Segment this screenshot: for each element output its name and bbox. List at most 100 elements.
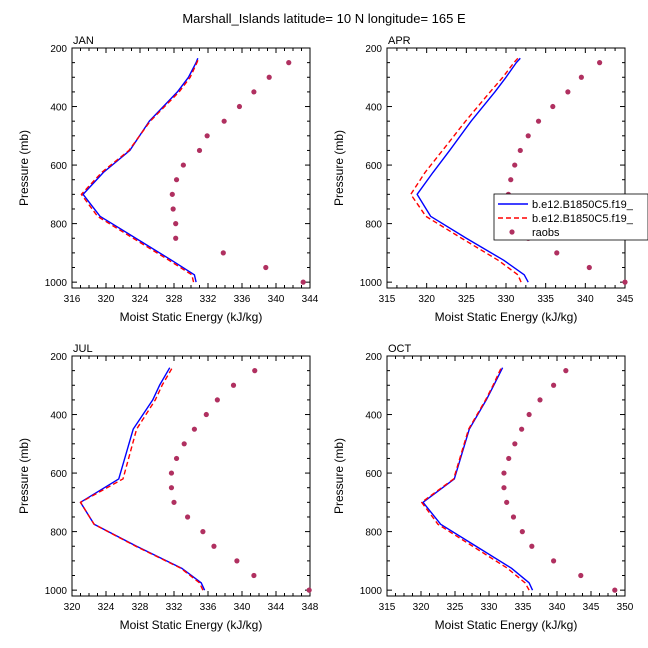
y-tick-label: 1000 xyxy=(45,278,68,289)
y-tick-label: 400 xyxy=(365,103,382,114)
x-tick-label: 320 xyxy=(98,294,115,305)
raobs-point xyxy=(200,529,206,535)
x-axis-title: Moist Static Energy (kJ/kg) xyxy=(435,310,578,324)
raobs-point xyxy=(501,470,507,476)
raobs-point xyxy=(512,162,518,168)
raobs-point xyxy=(504,499,510,505)
raobs-point xyxy=(508,177,514,183)
raobs-point xyxy=(525,133,531,139)
legend-label: b.e12.B1850C5.f19_ xyxy=(532,213,634,225)
raobs-point xyxy=(506,455,512,462)
x-tick-label: 332 xyxy=(200,294,217,305)
raobs-point xyxy=(236,103,243,110)
legend-label: b.e12.B1850C5.f19_ xyxy=(532,199,634,211)
y-tick-label: 800 xyxy=(50,528,67,539)
raobs-point xyxy=(266,74,272,80)
plot-frame xyxy=(386,355,626,597)
x-tick-label: 328 xyxy=(132,602,149,613)
raobs-point xyxy=(252,368,258,374)
raobs-point xyxy=(203,411,209,418)
y-tick-label: 400 xyxy=(365,411,382,422)
x-tick-label: 320 xyxy=(64,602,81,613)
y-axis-title: Pressure (mb) xyxy=(332,438,346,514)
x-tick-label: 324 xyxy=(98,602,115,613)
raobs-point xyxy=(196,147,203,154)
raobs-point xyxy=(171,499,177,505)
x-tick-label: 336 xyxy=(200,602,217,613)
y-tick-label: 200 xyxy=(365,352,382,363)
raobs-point xyxy=(597,60,603,66)
model1-series-line xyxy=(79,367,206,591)
x-tick-label: 344 xyxy=(268,602,285,613)
raobs-point xyxy=(526,411,532,418)
panel-label: JUL xyxy=(73,343,93,355)
y-tick-label: 800 xyxy=(50,220,67,231)
raobs-point xyxy=(168,485,175,491)
model1-series-line xyxy=(422,367,534,591)
y-tick-label: 1000 xyxy=(360,278,383,289)
legend-label: raobs xyxy=(532,227,560,239)
raobs-point xyxy=(306,587,312,593)
x-axis-title: Moist Static Energy (kJ/kg) xyxy=(120,618,263,632)
raobs-point xyxy=(554,250,560,256)
panel-jul: JUL 320 324 328 332 336 340 344 348 200 400 600 800 1… xyxy=(17,343,319,632)
panel-label: JAN xyxy=(73,35,94,47)
model2-series-line xyxy=(420,367,530,591)
panel-label: APR xyxy=(388,35,411,47)
raobs-point xyxy=(185,514,191,520)
raobs-point xyxy=(300,279,306,285)
raobs-point xyxy=(586,264,592,271)
raobs-point xyxy=(551,382,557,388)
raobs-point xyxy=(191,426,197,432)
x-axis-title: Moist Static Energy (kJ/kg) xyxy=(120,310,263,324)
x-tick-label: 350 xyxy=(617,602,634,613)
raobs-point xyxy=(251,89,257,95)
y-tick-label: 600 xyxy=(365,161,382,172)
y-tick-label: 1000 xyxy=(360,586,383,597)
y-tick-label: 800 xyxy=(365,528,382,539)
x-tick-label: 335 xyxy=(537,294,554,305)
y-tick-label: 800 xyxy=(365,220,382,231)
y-axis-title: Pressure (mb) xyxy=(332,130,346,206)
raobs-point xyxy=(263,264,269,271)
raobs-point xyxy=(204,133,210,139)
raobs-point xyxy=(173,221,179,227)
y-tick-label: 200 xyxy=(50,44,67,55)
figure-title: Marshall_Islands latitude= 10 N longitud… xyxy=(182,11,466,26)
raobs-point xyxy=(550,103,556,110)
raobs-point xyxy=(517,147,523,154)
legend: b.e12.B1850C5.f19_ b.e12.B1850C5.f19_raob… xyxy=(493,193,648,241)
x-tick-label: 320 xyxy=(418,294,435,305)
x-tick-label: 325 xyxy=(447,602,464,613)
x-tick-label: 330 xyxy=(498,294,515,305)
x-tick-label: 345 xyxy=(583,602,600,613)
y-tick-label: 200 xyxy=(50,352,67,363)
plot-frame xyxy=(71,355,311,597)
raobs-point xyxy=(181,441,187,447)
raobs-point xyxy=(251,572,257,579)
raobs-point xyxy=(622,279,628,285)
raobs-point xyxy=(535,118,542,124)
y-axis-title: Pressure (mb) xyxy=(17,130,31,206)
raobs-point xyxy=(510,514,517,520)
raobs-point xyxy=(501,485,507,491)
model1-series-line xyxy=(82,57,199,283)
x-tick-label: 315 xyxy=(379,294,396,305)
y-tick-label: 600 xyxy=(50,161,67,172)
raobs-point xyxy=(214,397,220,403)
panel-jan: JAN 316 320 324 328 332 336 340 344 200 400 600 800 1… xyxy=(17,35,319,324)
x-tick-label: 324 xyxy=(132,294,149,305)
raobs-point xyxy=(537,397,543,403)
x-tick-label: 316 xyxy=(64,294,81,305)
y-tick-label: 600 xyxy=(50,469,67,480)
x-tick-label: 320 xyxy=(413,602,430,613)
y-tick-label: 600 xyxy=(365,469,382,480)
panel-apr: APR 315 320 325 330 335 340 345 200 400 600 800 1000… xyxy=(332,35,634,324)
y-tick-label: 1000 xyxy=(45,586,68,597)
legend-box xyxy=(493,193,648,241)
raobs-point xyxy=(563,368,569,374)
y-tick-label: 400 xyxy=(50,103,67,114)
x-tick-label: 315 xyxy=(379,602,396,613)
